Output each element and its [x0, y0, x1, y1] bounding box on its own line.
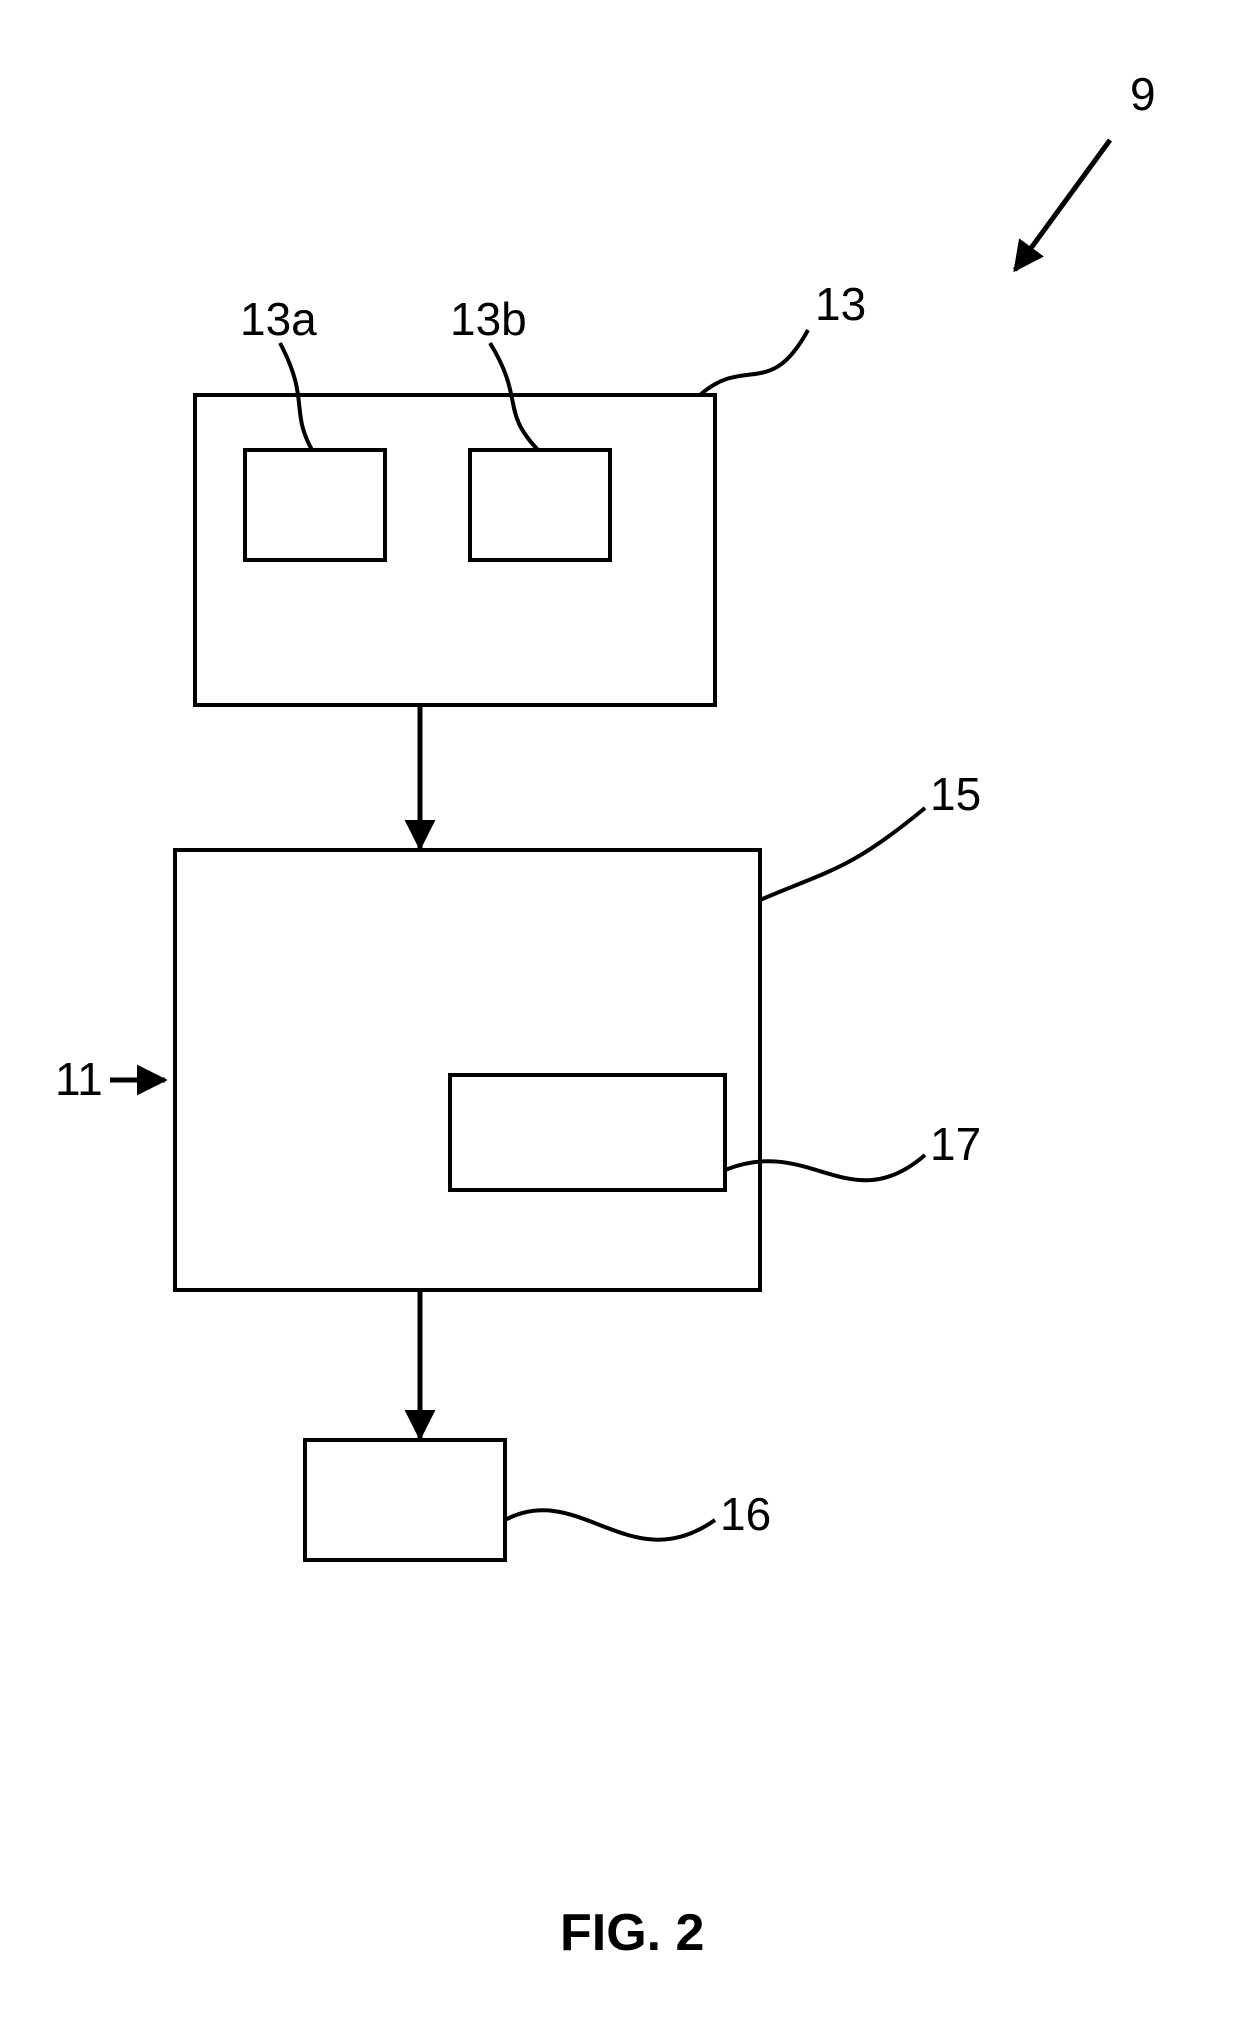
label-l13: 13	[815, 278, 866, 330]
figure-caption: FIG. 2	[560, 1904, 704, 1962]
box-b16	[305, 1440, 505, 1560]
label-l15: 15	[930, 768, 981, 820]
box-b13b	[470, 450, 610, 560]
label-l16: 16	[720, 1488, 771, 1540]
label-l11: 11	[55, 1053, 103, 1105]
label-l9: 9	[1130, 68, 1156, 120]
label-l13b: 13b	[450, 293, 527, 345]
lead-arrow-l9	[1015, 140, 1110, 270]
label-l17: 17	[930, 1118, 981, 1170]
box-b13a	[245, 450, 385, 560]
lead-l16	[505, 1510, 715, 1539]
box-b15	[175, 850, 760, 1290]
box-b17	[450, 1075, 725, 1190]
lead-l13	[700, 330, 808, 395]
lead-l15	[760, 808, 925, 900]
label-l13a: 13a	[240, 293, 317, 345]
